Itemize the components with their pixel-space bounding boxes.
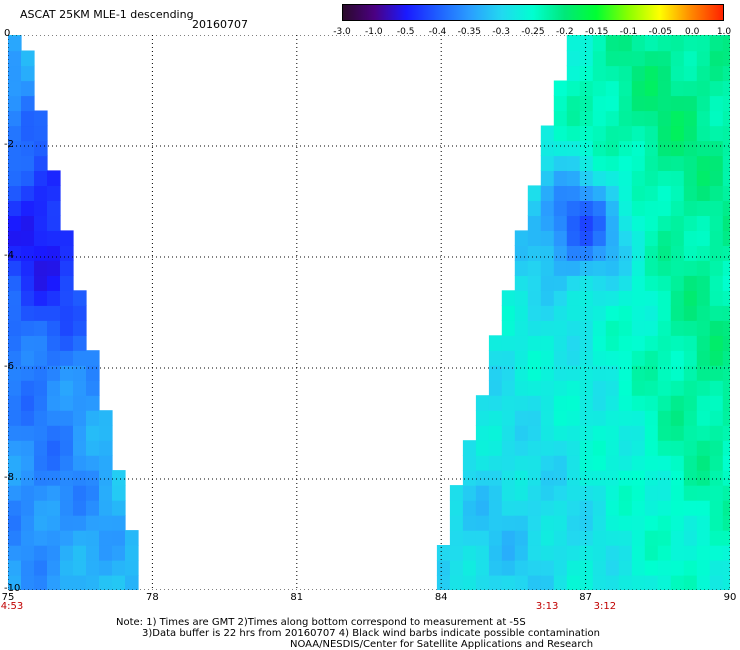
wind-field-cells [8,35,730,590]
map-title: ASCAT 25KM MLE-1 descending [20,8,194,21]
longitude-label: 84 [434,592,448,603]
swath-map [8,35,730,590]
colorbar-label: 0.0 [684,27,700,37]
colorbar-label: -0.25 [521,27,545,37]
colorbar-label: -0.15 [585,27,609,37]
colorbar-label: -3.0 [333,27,351,37]
time-label: 4:53 [0,601,24,612]
map-gridlines [8,35,730,590]
latitude-label: -10 [4,583,21,594]
latitude-label: -4 [4,250,14,261]
colorbar-label: -0.2 [556,27,574,37]
latitude-label: -2 [4,139,14,150]
longitude-label: 81 [290,592,304,603]
time-label: 3:13 [535,601,559,612]
map-date: 20160707 [192,18,248,31]
colorbar-label: -0.1 [619,27,638,37]
colorbar-label: -1.0 [365,27,383,37]
longitude-label: 78 [146,592,159,603]
colorbar-label: -0.3 [492,27,510,37]
note-line-3: NOAA/NESDIS/Center for Satellite Applica… [290,639,594,650]
longitude-label: 75 [1,592,15,603]
note-line-2: 3)Data buffer is 22 hrs from 20160707 4)… [142,628,600,639]
longitude-label: 90 [723,592,737,603]
latitude-label: 0 [4,28,11,39]
colorbar-label: -0.4 [428,27,447,37]
note-line-1: Note: 1) Times are GMT 2)Times along bot… [116,617,526,628]
colorbar-label: -0.35 [457,27,481,37]
colorbar [342,4,724,21]
longitude-label: 87 [579,592,592,603]
colorbar-label: -0.05 [648,27,672,37]
time-label: 3:12 [593,601,617,612]
latitude-label: -8 [4,472,14,483]
latitude-label: -6 [4,361,14,372]
colorbar-label: -0.5 [396,27,415,37]
colorbar-label: 1.0 [716,27,732,37]
